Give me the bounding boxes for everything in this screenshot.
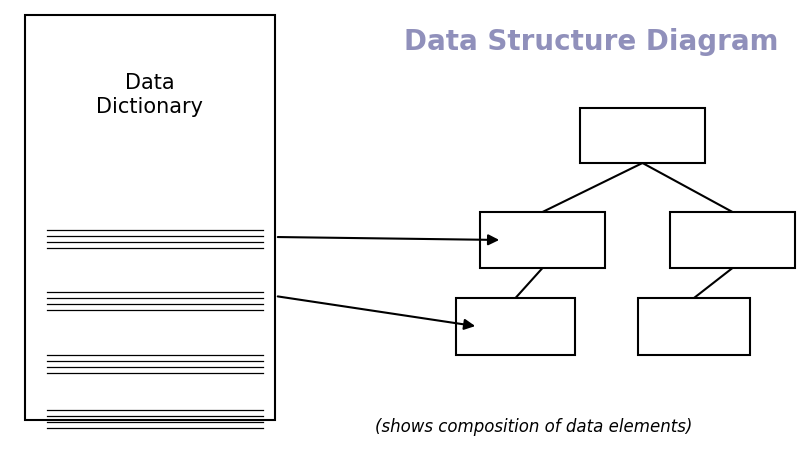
Bar: [670, 212, 795, 268]
Text: (shows composition of data elements): (shows composition of data elements): [375, 418, 693, 436]
Bar: [580, 108, 705, 163]
Bar: [25, 15, 275, 420]
Text: Data
Dictionary: Data Dictionary: [96, 73, 203, 117]
Bar: [638, 298, 750, 355]
Bar: [480, 212, 605, 268]
Bar: [456, 298, 575, 355]
Text: Data Structure Diagram: Data Structure Diagram: [405, 28, 779, 56]
